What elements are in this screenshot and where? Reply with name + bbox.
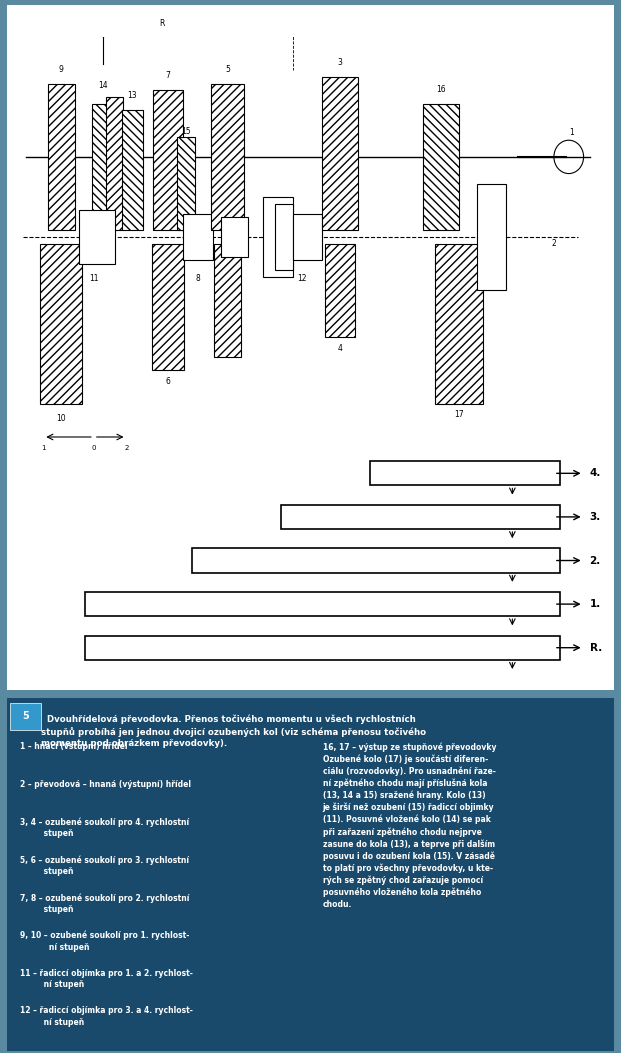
Text: 1 – hnací (vstupní) hřídel: 1 – hnací (vstupní) hřídel xyxy=(20,742,127,751)
Bar xyxy=(177,137,195,231)
Text: 5: 5 xyxy=(22,712,29,721)
Bar xyxy=(192,549,560,573)
Text: 1: 1 xyxy=(569,127,574,137)
Text: 11 – řadiccí objímka pro 1. a 2. rychlost-
         ní stupeň: 11 – řadiccí objímka pro 1. a 2. rychlos… xyxy=(20,969,193,989)
Bar xyxy=(122,111,143,231)
Bar xyxy=(281,504,560,529)
Bar xyxy=(211,83,243,231)
Text: 8: 8 xyxy=(196,274,201,282)
Text: 2 – převodová – hnaná (výstupní) hřídel: 2 – převodová – hnaná (výstupní) hřídel xyxy=(20,780,191,789)
Text: 5, 6 – ozubené soukolí pro 3. rychlostní
         stupeň: 5, 6 – ozubené soukolí pro 3. rychlostní… xyxy=(20,855,189,876)
Text: 2.: 2. xyxy=(589,556,601,565)
Text: 4: 4 xyxy=(338,343,343,353)
FancyBboxPatch shape xyxy=(11,703,41,730)
Text: 7, 8 – ozubené soukolí pro 2. rychlostní
         stupeň: 7, 8 – ozubené soukolí pro 2. rychlostní… xyxy=(20,893,189,914)
Bar xyxy=(152,243,184,371)
Text: 0: 0 xyxy=(91,445,96,452)
Text: 3, 4 – ozubené soukolí pro 4. rychlostní
         stupeň: 3, 4 – ozubené soukolí pro 4. rychlostní… xyxy=(20,818,189,838)
Text: 7: 7 xyxy=(166,72,170,80)
Text: 17: 17 xyxy=(454,411,464,419)
Text: 9: 9 xyxy=(59,64,63,74)
Bar xyxy=(79,211,115,263)
FancyBboxPatch shape xyxy=(0,0,621,703)
Bar xyxy=(370,461,560,485)
Bar xyxy=(477,183,506,291)
Text: 12: 12 xyxy=(297,274,306,282)
Text: 14: 14 xyxy=(98,81,107,91)
Text: R.: R. xyxy=(589,642,602,653)
Text: 3.: 3. xyxy=(589,512,601,522)
FancyBboxPatch shape xyxy=(1,695,620,1053)
Bar xyxy=(85,636,560,660)
Text: 12 – řadiccí objímka pro 3. a 4. rychlost-
         ní stupeň: 12 – řadiccí objímka pro 3. a 4. rychlos… xyxy=(20,1007,193,1027)
Text: 2: 2 xyxy=(551,239,556,249)
Bar xyxy=(48,83,75,231)
Text: 3: 3 xyxy=(338,58,343,67)
Text: Dvouhřídelová převodovka. Přenos točivého momentu u všech rychlostních
stupňů pr: Dvouhřídelová převodovka. Přenos točivéh… xyxy=(41,714,426,749)
Bar xyxy=(183,214,212,260)
Text: 2: 2 xyxy=(124,445,129,452)
Bar xyxy=(325,243,355,337)
Bar xyxy=(40,243,82,403)
Text: 16: 16 xyxy=(437,84,446,94)
Bar xyxy=(222,217,248,257)
Text: 1.: 1. xyxy=(589,599,601,609)
Text: 13: 13 xyxy=(127,92,137,100)
Bar xyxy=(106,97,124,231)
Text: 9, 10 – ozubené soukolí pro 1. rychlost-
           ní stupeň: 9, 10 – ozubené soukolí pro 1. rychlost-… xyxy=(20,931,189,952)
Text: R: R xyxy=(159,19,165,28)
Bar xyxy=(435,243,483,403)
Bar xyxy=(85,592,560,616)
Bar xyxy=(322,77,358,231)
Text: 15: 15 xyxy=(181,126,191,136)
Text: 1: 1 xyxy=(41,445,45,452)
Text: 16, 17 – výstup ze stupňové převodovky
Ozubené kolo (17) je součástí diferen-
ci: 16, 17 – výstup ze stupňové převodovky O… xyxy=(323,742,496,909)
Bar xyxy=(263,197,292,277)
Text: 5: 5 xyxy=(225,64,230,74)
Text: 4.: 4. xyxy=(589,469,601,478)
Text: 11: 11 xyxy=(89,274,99,282)
Bar xyxy=(275,203,292,271)
Bar xyxy=(292,214,322,260)
Bar xyxy=(153,91,183,231)
Bar xyxy=(424,103,459,231)
Bar xyxy=(214,243,241,357)
Text: 10: 10 xyxy=(57,414,66,422)
Text: 6: 6 xyxy=(166,377,170,386)
Bar xyxy=(93,103,113,231)
